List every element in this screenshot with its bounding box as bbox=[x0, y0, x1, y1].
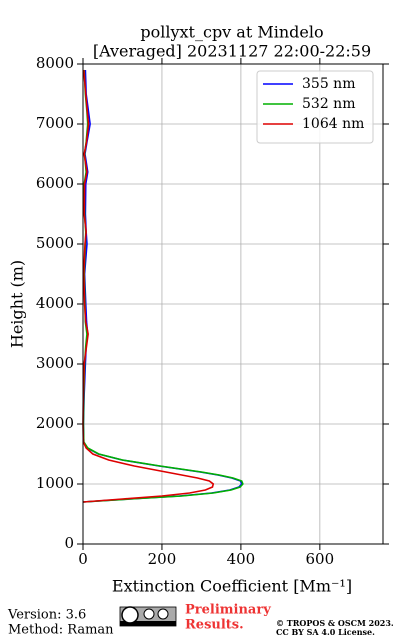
cc-badge bbox=[119, 606, 177, 627]
data-line bbox=[82, 69, 244, 503]
y-tick-label: 3000 bbox=[36, 354, 74, 372]
legend-label: 1064 nm bbox=[302, 116, 364, 132]
y-tick-label: 1000 bbox=[36, 474, 74, 492]
data-line bbox=[82, 69, 215, 503]
x-tick-label: 0 bbox=[78, 550, 88, 568]
y-tick-label: 8000 bbox=[36, 54, 74, 72]
chart-subtitle: [Averaged] 20231127 22:00-22:59 bbox=[93, 42, 371, 61]
method: Method: Raman bbox=[8, 623, 114, 638]
y-tick-label: 0 bbox=[64, 534, 74, 552]
y-tick-label: 6000 bbox=[36, 174, 74, 192]
y-tick-label: 5000 bbox=[36, 234, 74, 252]
x-tick-label: 400 bbox=[227, 550, 256, 568]
copyright: © TROPOS & OSCM 2023. bbox=[276, 618, 394, 628]
version: Version: 3.6 bbox=[7, 608, 86, 623]
y-axis-label: Height (m) bbox=[8, 260, 27, 348]
preliminary: Preliminary bbox=[185, 603, 271, 618]
plot-frame bbox=[82, 63, 384, 545]
chart-title: pollyxt_cpv at Mindelo bbox=[140, 23, 323, 42]
x-tick-label: 600 bbox=[306, 550, 335, 568]
legend-label: 355 nm bbox=[302, 76, 355, 92]
legend-label: 532 nm bbox=[302, 96, 355, 112]
y-tick-label: 4000 bbox=[36, 294, 74, 312]
legend-box bbox=[256, 70, 374, 144]
preliminary: Results. bbox=[185, 618, 244, 633]
x-axis-label: Extinction Coefficient [Mm⁻¹] bbox=[112, 577, 352, 596]
license: CC BY SA 4.0 License. bbox=[276, 627, 375, 637]
y-tick-label: 7000 bbox=[36, 114, 74, 132]
y-tick-label: 2000 bbox=[36, 414, 74, 432]
x-tick-label: 200 bbox=[148, 550, 177, 568]
